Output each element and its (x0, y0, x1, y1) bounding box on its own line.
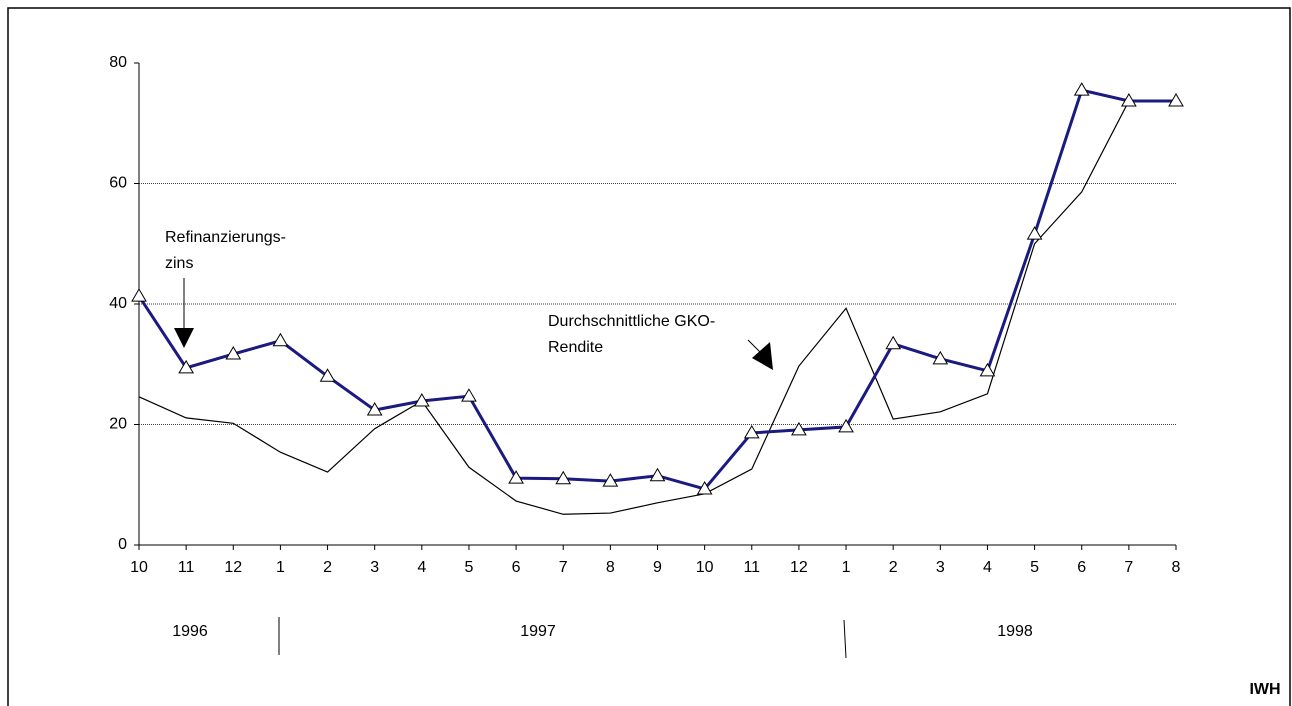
annotation: zins (165, 255, 193, 272)
x-tick-label: 6 (512, 559, 521, 576)
marker (885, 335, 902, 350)
arrow-head (174, 328, 194, 348)
x-tick-label: 12 (790, 559, 808, 576)
x-tick-label: 8 (606, 559, 615, 576)
marker (1073, 82, 1090, 96)
x-tick-label: 5 (465, 559, 474, 576)
x-tick-label: 2 (889, 559, 898, 576)
x-tick-label: 4 (983, 559, 992, 576)
marker (791, 421, 807, 436)
year-label: 1998 (997, 623, 1033, 640)
marker (649, 467, 666, 482)
x-tick-label: 12 (224, 559, 242, 576)
marker (461, 388, 477, 402)
x-tick-label: 8 (1172, 559, 1181, 576)
marker (178, 359, 195, 374)
marker (131, 288, 147, 302)
frame (7, 7, 1291, 706)
x-tick-label: 3 (370, 559, 379, 576)
x-tick-label: 11 (743, 559, 760, 576)
marker (979, 362, 996, 377)
x-tick-label: 2 (323, 559, 332, 576)
y-tick-label: 80 (109, 54, 127, 71)
x-tick-label: 7 (1124, 559, 1133, 576)
series-line (138, 100, 1176, 515)
arrow-shaft (747, 339, 761, 353)
marker (743, 424, 760, 439)
x-tick-label: 1 (842, 559, 851, 576)
annotation: Rendite (548, 339, 603, 356)
x-tick-label: 10 (130, 559, 148, 576)
x-tick-label: 3 (936, 559, 945, 576)
marker (1026, 226, 1043, 240)
annotation: Refinanzierungs- (165, 229, 286, 246)
arrow-head (752, 342, 773, 370)
x-tick-label: 4 (417, 559, 426, 576)
marker (319, 368, 336, 382)
x-tick-label: 6 (1077, 559, 1086, 576)
marker (555, 470, 572, 485)
x-tick-label: 7 (559, 559, 568, 576)
marker (413, 393, 430, 407)
marker (932, 350, 949, 365)
marker (272, 332, 289, 347)
x-tick-label: 1 (276, 559, 285, 576)
y-tick-label: 40 (109, 295, 127, 312)
marker (1120, 92, 1137, 107)
marker (508, 470, 524, 484)
x-tick-label: 10 (696, 559, 714, 576)
marker (225, 346, 242, 360)
year-label: 1996 (172, 623, 208, 640)
marker (838, 418, 854, 433)
x-tick-label: 5 (1030, 559, 1039, 576)
y-tick-label: 60 (109, 175, 127, 192)
y-tick-label: 0 (118, 536, 127, 553)
x-tick-label: 9 (653, 559, 662, 576)
annotation: Durchschnittliche GKO- (548, 313, 715, 330)
marker (602, 473, 619, 487)
marker (366, 402, 383, 416)
source-label: IWH (1249, 681, 1280, 698)
y-tick-label: 20 (109, 416, 127, 433)
year-separator (843, 619, 847, 659)
marker (1168, 92, 1184, 107)
year-label: 1997 (520, 623, 556, 640)
marker (696, 480, 713, 495)
x-tick-label: 11 (178, 559, 195, 576)
